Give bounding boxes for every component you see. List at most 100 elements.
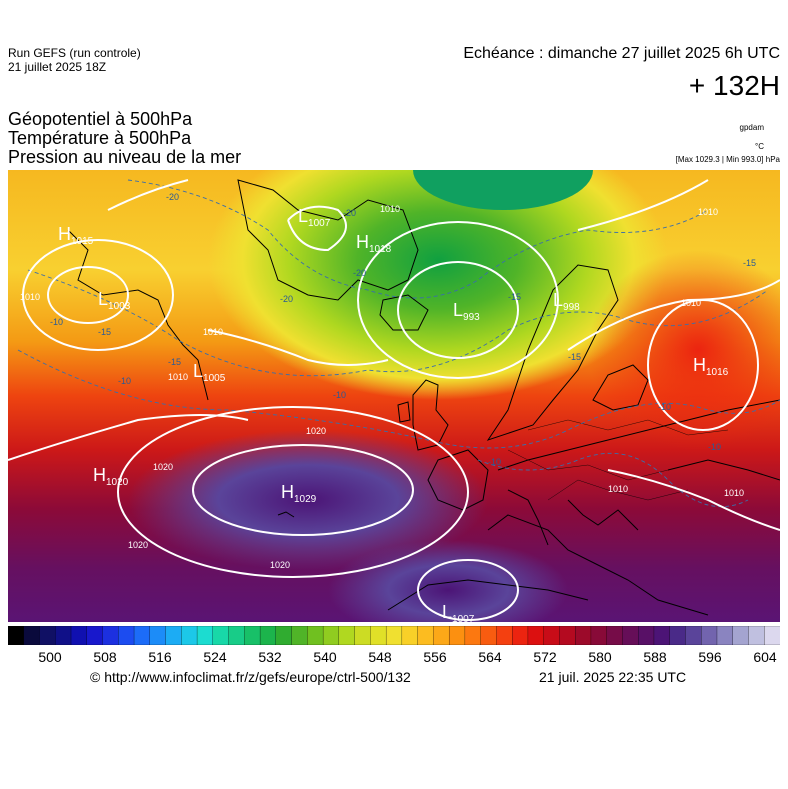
run-date: 21 juillet 2025 18Z <box>8 60 107 74</box>
isotherm-label-12: -15 <box>568 352 581 362</box>
color-scale-tick: 524 <box>203 649 227 665</box>
color-scale-tick: 532 <box>258 649 282 665</box>
color-swatch <box>228 626 245 645</box>
color-scale-tick: 596 <box>698 649 722 665</box>
isotherm-label-2: -20 <box>343 208 356 218</box>
color-swatch <box>527 626 545 645</box>
color-swatch <box>559 626 576 645</box>
color-swatch <box>39 626 56 645</box>
pressure-center-8: L1005 <box>193 361 226 384</box>
isobars <box>8 179 780 621</box>
run-name: Run GEFS (run controle) <box>8 46 141 60</box>
color-swatch <box>417 626 434 645</box>
color-swatch <box>653 626 671 645</box>
color-swatch <box>259 626 277 645</box>
isotherm-label-11: -10 <box>658 402 671 412</box>
isobar-label-12: 1010 <box>168 372 188 382</box>
color-swatch <box>8 626 25 645</box>
color-scale <box>8 626 780 645</box>
field-pressure: Pression au niveau de la mer <box>8 147 242 167</box>
pressure-center-9: H1020 <box>93 465 129 488</box>
color-swatch <box>512 626 529 645</box>
forecast-horizon: + 132H <box>688 70 780 101</box>
field-geopotential: Géopotentiel à 500hPa <box>8 109 193 129</box>
color-scale-tick: 572 <box>533 649 557 665</box>
isotherm-label-13: -10 <box>488 457 501 467</box>
isobar-label-9: 1020 <box>270 560 290 570</box>
source-credit: © http://www.infoclimat.fr/z/gefs/europe… <box>90 669 411 685</box>
unit-temperature: °C <box>755 142 764 151</box>
isobar-label-7: 1020 <box>153 462 173 472</box>
color-swatch <box>23 626 40 645</box>
warm-ridge-area <box>128 430 488 570</box>
color-swatch <box>370 626 387 645</box>
color-scale-tick: 580 <box>588 649 612 665</box>
color-swatch <box>669 626 686 645</box>
isotherm-label-4: -20 <box>280 294 293 304</box>
color-swatch <box>70 626 88 645</box>
pressure-center-10: H1029 <box>281 482 317 505</box>
color-swatch <box>133 626 151 645</box>
color-swatch <box>464 626 482 645</box>
isotherm-label-10: -10 <box>333 390 346 400</box>
color-swatch <box>307 626 324 645</box>
isotherm-label-7: -10 <box>118 376 131 386</box>
isotherm-labels: -20 -20 -20 -20 -15 -10 -10 -15 -15 -10 … <box>50 192 756 467</box>
color-swatch <box>638 626 655 645</box>
pressure-center-2: L1003 <box>98 289 131 312</box>
isotherm-label-15: -15 <box>98 327 111 337</box>
color-swatch <box>764 626 780 645</box>
isobar-label-1: 1010 <box>20 292 40 302</box>
isobar-label-3: 1010 <box>203 327 223 337</box>
isobar-label-2: 1010 <box>380 204 400 214</box>
color-swatch <box>748 626 765 645</box>
isotherms <box>17 179 780 508</box>
color-swatch <box>448 626 466 645</box>
pressure-center-11: L1007 <box>442 602 475 622</box>
pressure-center-6: L998 <box>553 290 580 313</box>
color-scale-tick: 500 <box>38 649 62 665</box>
color-swatch <box>385 626 403 645</box>
color-swatch <box>716 626 734 645</box>
pressure-center-1: H1015 <box>58 224 94 247</box>
color-swatch <box>275 626 293 645</box>
pressure-center-4: H1018 <box>356 232 392 255</box>
color-swatch <box>401 626 419 645</box>
isobar-label-4: 1010 <box>681 298 701 308</box>
isotherm-label-14: -10 <box>708 442 721 452</box>
unit-geopotential: gpdam <box>739 123 764 132</box>
isotherm-label-3: -20 <box>353 268 366 278</box>
color-swatch <box>165 626 182 645</box>
color-swatch <box>701 626 718 645</box>
color-swatch <box>322 626 340 645</box>
forecast-valid-time: Echéance : dimanche 27 juillet 2025 6h U… <box>463 45 780 62</box>
cold-trough-area <box>208 170 668 400</box>
isotherm-label-6: -10 <box>50 317 63 327</box>
color-swatch <box>149 626 167 645</box>
color-swatch <box>575 626 592 645</box>
isobar-labels: 1010 1010 1010 1010 1010 1020 1020 1020 … <box>20 204 744 570</box>
warm-area-south <box>328 540 568 622</box>
color-scale-tick: 588 <box>643 649 667 665</box>
color-scale-tick: 548 <box>368 649 392 665</box>
isotherm-label-8: -15 <box>168 357 181 367</box>
color-swatch <box>622 626 639 645</box>
pressure-center-3: L1007 <box>298 206 331 229</box>
color-swatch <box>543 626 560 645</box>
isotherm-label-9: -15 <box>743 258 756 268</box>
coastlines <box>67 179 780 616</box>
borders <box>507 419 729 501</box>
color-swatch <box>480 626 497 645</box>
pressure-center-7: H1016 <box>693 355 729 378</box>
warm-area-east <box>588 250 780 450</box>
isobar-label-8: 1020 <box>128 540 148 550</box>
color-swatch <box>55 626 72 645</box>
color-swatch <box>86 626 103 645</box>
isotherm-label-1: -20 <box>166 192 179 202</box>
field-list: Géopotentiel à 500hPa Température à 500h… <box>8 110 241 167</box>
color-swatch <box>102 626 119 645</box>
color-swatch <box>196 626 214 645</box>
color-scale-tick: 516 <box>148 649 172 665</box>
generation-timestamp: 21 juil. 2025 22:35 UTC <box>539 669 687 685</box>
color-scale-tick: 508 <box>93 649 117 665</box>
